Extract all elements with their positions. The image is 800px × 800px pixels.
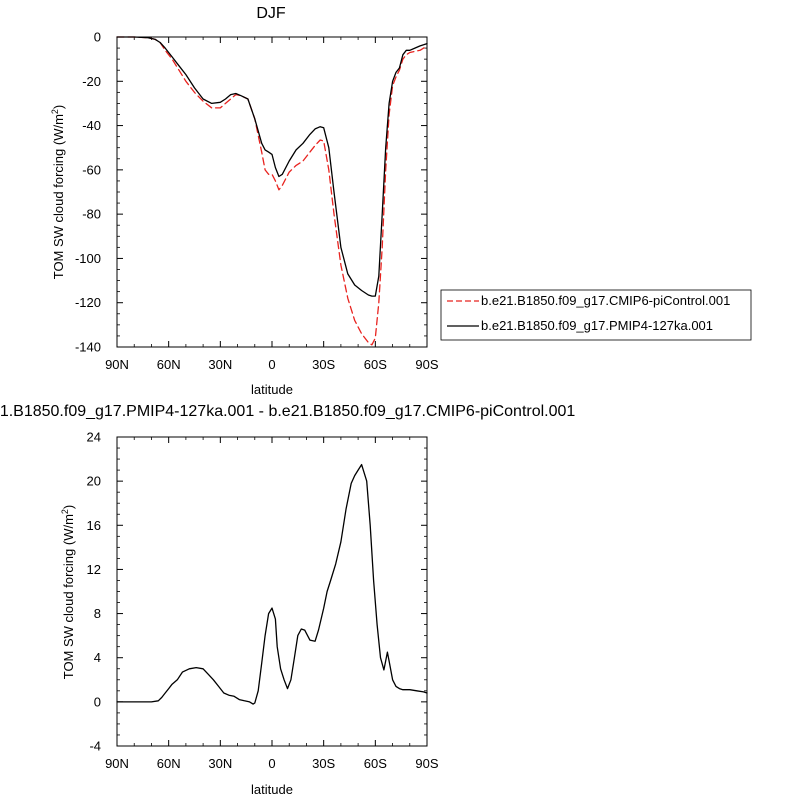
y-tick-label: 24: [87, 430, 101, 445]
legend-label-127ka: b.e21.B1850.f09_g17.PMIP4-127ka.001: [481, 318, 713, 333]
x-tick-label: 60N: [157, 756, 181, 771]
x-tick-label: 30N: [208, 357, 232, 372]
y-tick-label: -40: [82, 118, 101, 133]
x-tick-label: 30S: [312, 357, 335, 372]
top-tick-marks: [116, 36, 428, 348]
x-tick-label: 30S: [312, 756, 335, 771]
x-tick-label: 60S: [364, 357, 387, 372]
y-tick-label: 20: [87, 474, 101, 489]
x-tick-label: 90S: [415, 756, 438, 771]
top-chart-title: DJF: [256, 5, 286, 22]
y-tick-label: -100: [75, 251, 101, 266]
top-x-axis-label: latitude: [251, 382, 293, 397]
x-tick-label: 90N: [105, 756, 129, 771]
bottom-chart-title: b.e21.B1850.f09_g17.PMIP4-127ka.001 - b.…: [0, 403, 575, 420]
bottom-plot-frame: [116, 436, 428, 747]
x-tick-label: 90S: [415, 357, 438, 372]
y-tick-label: 4: [94, 650, 101, 665]
legend: b.e21.B1850.f09_g17.CMIP6-piControl.001 …: [440, 289, 752, 341]
y-tick-label: 8: [94, 606, 101, 621]
y-tick-label: -80: [82, 207, 101, 222]
bottom-tick-marks: [116, 436, 428, 747]
x-tick-label: 30N: [208, 756, 232, 771]
bottom-series-layer: [116, 463, 428, 705]
series-line-0-1: [116, 36, 428, 297]
legend-label-piControl: b.e21.B1850.f09_g17.CMIP6-piControl.001: [481, 293, 730, 308]
y-tick-label: -140: [75, 340, 101, 355]
x-tick-label: 60S: [364, 756, 387, 771]
top-y-axis-label: TOM SW cloud forcing (W/m2): [50, 105, 66, 280]
y-tick-label: 0: [94, 30, 101, 45]
bottom-y-axis-label: TOM SW cloud forcing (W/m2): [60, 505, 76, 680]
series-line-0-0: [116, 36, 428, 346]
y-tick-label: 16: [87, 518, 101, 533]
y-tick-label: 12: [87, 562, 101, 577]
y-tick-label: -4: [89, 739, 101, 754]
y-tick-label: -120: [75, 295, 101, 310]
top-panel: DJF 90N 60N 30N 0 30S 60S 90S 0 -20 -40 -60 -80 -100…: [50, 5, 439, 397]
y-tick-label: -20: [82, 74, 101, 89]
bottom-panel: b.e21.B1850.f09_g17.PMIP4-127ka.001 - b.…: [0, 403, 575, 797]
x-tick-label: 0: [268, 756, 275, 771]
y-tick-label: 0: [94, 694, 101, 709]
series-line-1-0: [116, 463, 428, 705]
bottom-tick-labels: 90N 60N 30N 0 30S 60S 90S -4 0 4 8 12 16 20 24: [87, 430, 439, 772]
bottom-x-axis-label: latitude: [251, 782, 293, 797]
x-tick-label: 0: [268, 357, 275, 372]
top-series-layer: [116, 36, 428, 346]
top-plot-frame: [116, 36, 428, 348]
top-tick-labels: 90N 60N 30N 0 30S 60S 90S 0 -20 -40 -60 -80 -100 -120…: [75, 30, 439, 373]
x-tick-label: 60N: [157, 357, 181, 372]
x-tick-label: 90N: [105, 357, 129, 372]
legend-frame: [440, 289, 752, 341]
y-tick-label: -60: [82, 162, 101, 177]
